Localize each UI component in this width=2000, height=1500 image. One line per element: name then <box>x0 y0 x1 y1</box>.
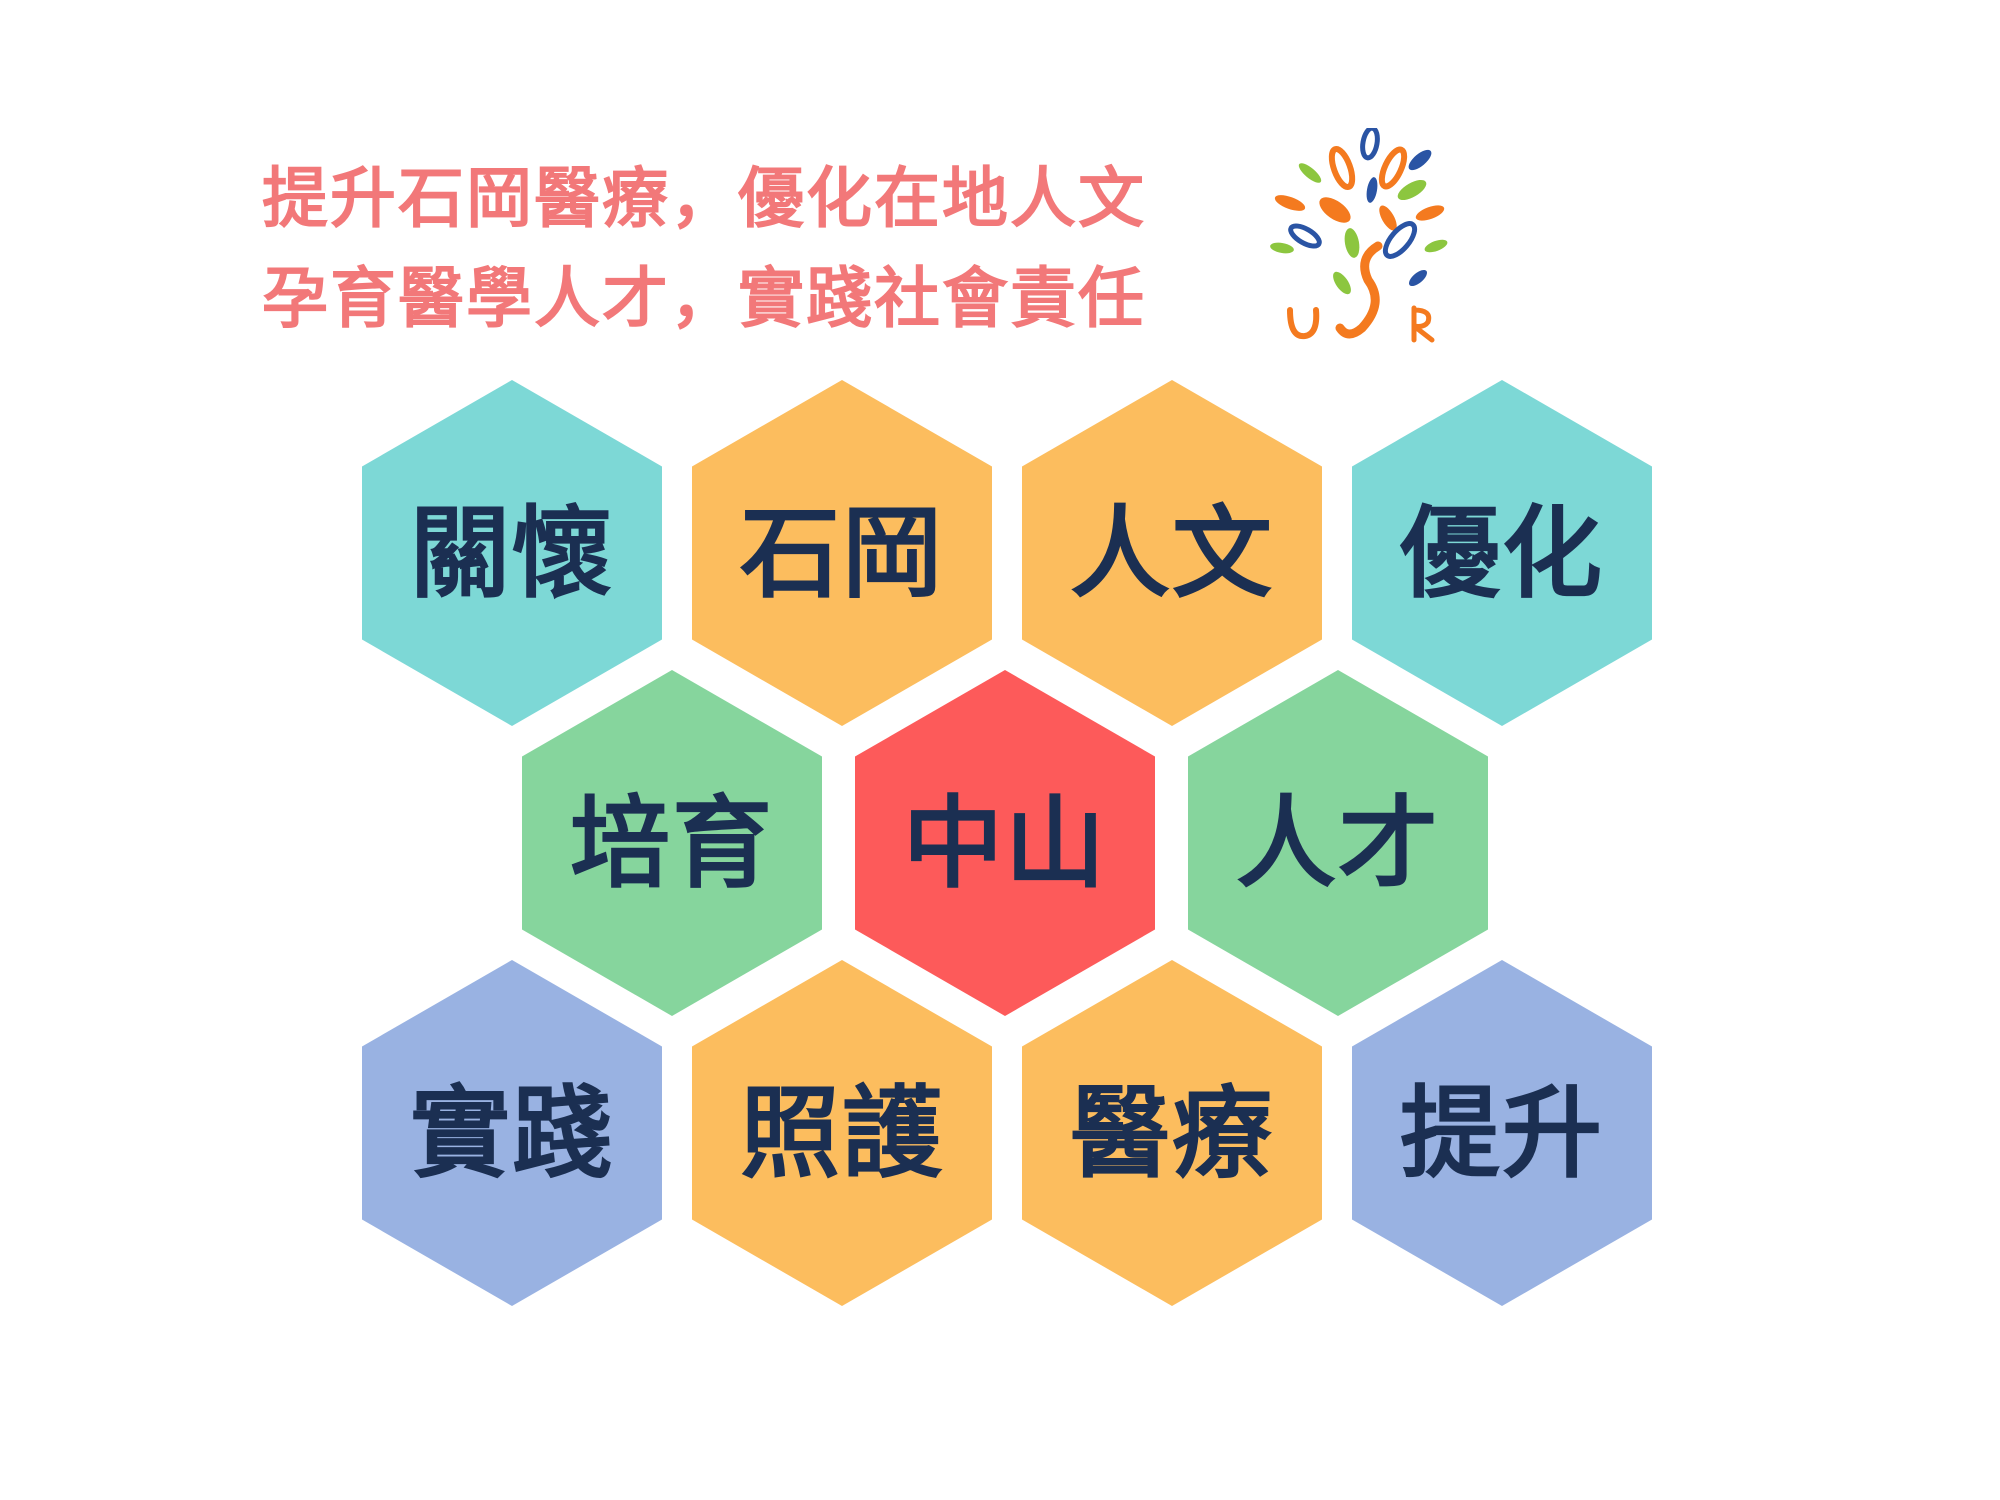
hexagon-enhance: 提升 <box>1352 960 1652 1306</box>
hexagon-medical: 醫療 <box>1022 960 1322 1306</box>
hexagon-practice: 實踐 <box>362 960 662 1306</box>
headline-line-2: 孕育醫學人才，實踐社會責任 <box>262 259 1146 337</box>
hexagon-label: 優化 <box>1400 494 1604 612</box>
hexagon-talent: 人才 <box>1188 670 1488 1016</box>
hexagon-shigang: 石岡 <box>692 380 992 726</box>
hexagon-optimize: 優化 <box>1352 380 1652 726</box>
logo-letters <box>1287 241 1435 343</box>
hexagon-caregiving: 照護 <box>692 960 992 1306</box>
headline-line-1: 提升石岡醫療，優化在地人文 <box>262 159 1146 237</box>
hexagon-label: 中山 <box>903 784 1107 902</box>
hexagon-label: 石岡 <box>740 494 944 612</box>
hexagon-humanities: 人文 <box>1022 380 1322 726</box>
hexagon-label: 人才 <box>1236 784 1440 902</box>
hexagon-label: 培育 <box>570 784 774 902</box>
hexagon-label: 實踐 <box>410 1074 614 1192</box>
hexagon-cultivate: 培育 <box>522 670 822 1016</box>
logo-leaves <box>1270 128 1448 295</box>
hexagon-care: 關懷 <box>362 380 662 726</box>
headline: 提升石岡醫療，優化在地人文 孕育醫學人才，實踐社會責任 <box>262 148 1146 348</box>
hexagon-chungshan: 中山 <box>855 670 1155 1016</box>
hexagon-label: 關懷 <box>410 494 614 612</box>
usr-logo <box>1270 128 1448 343</box>
hexagon-label: 照護 <box>740 1074 944 1192</box>
hexagon-label: 提升 <box>1400 1074 1604 1192</box>
hexagon-label: 醫療 <box>1070 1074 1274 1192</box>
hexagon-label: 人文 <box>1070 494 1274 612</box>
